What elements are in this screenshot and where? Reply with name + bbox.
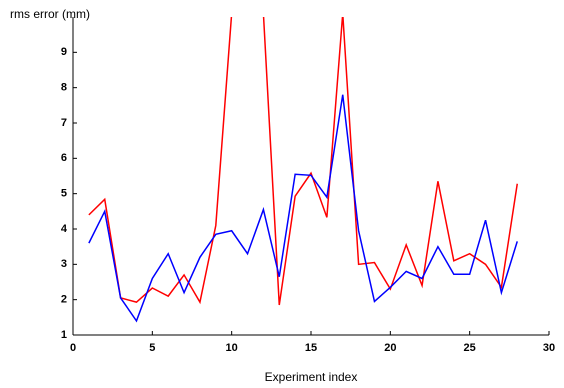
y-tick-label: 8 bbox=[61, 82, 67, 94]
y-tick-label: 7 bbox=[61, 117, 67, 129]
x-axis-label: Experiment index bbox=[265, 370, 358, 384]
y-tick-label: 6 bbox=[61, 152, 67, 164]
y-tick-label: 9 bbox=[61, 46, 67, 58]
x-tick-label: 30 bbox=[543, 342, 555, 354]
y-tick-label: 4 bbox=[61, 223, 68, 235]
y-axis-label: rms error (mm) bbox=[10, 7, 90, 21]
series-line bbox=[88, 17, 519, 306]
x-tick-label: 20 bbox=[384, 342, 396, 354]
y-tick-label: 5 bbox=[61, 188, 67, 200]
y-tick-label: 2 bbox=[61, 294, 67, 306]
x-tick-label: 15 bbox=[305, 342, 317, 354]
series-line bbox=[88, 94, 518, 323]
x-tick-label: 25 bbox=[464, 342, 476, 354]
y-tick-label: 3 bbox=[61, 258, 67, 270]
x-tick-label: 10 bbox=[226, 342, 238, 354]
y-tick-label: 1 bbox=[61, 329, 67, 341]
plot-area bbox=[88, 17, 519, 323]
x-tick-label: 0 bbox=[70, 342, 76, 354]
x-tick-label: 5 bbox=[149, 342, 155, 354]
